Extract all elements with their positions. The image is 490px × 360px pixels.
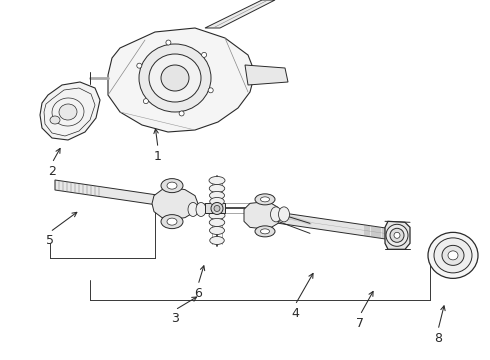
Polygon shape [385, 221, 410, 249]
Ellipse shape [196, 202, 206, 216]
Ellipse shape [386, 224, 408, 246]
Ellipse shape [434, 238, 472, 273]
Ellipse shape [188, 202, 198, 216]
Polygon shape [244, 201, 280, 229]
Ellipse shape [201, 52, 207, 57]
Ellipse shape [261, 229, 270, 234]
Ellipse shape [394, 232, 400, 238]
Ellipse shape [211, 202, 223, 215]
Ellipse shape [167, 218, 177, 225]
Ellipse shape [278, 207, 290, 222]
Ellipse shape [209, 176, 225, 184]
Ellipse shape [59, 104, 77, 120]
Polygon shape [55, 180, 162, 206]
Text: 6: 6 [194, 287, 202, 300]
Ellipse shape [179, 111, 184, 116]
Polygon shape [40, 82, 100, 140]
Ellipse shape [261, 197, 270, 202]
Ellipse shape [161, 179, 183, 193]
Ellipse shape [210, 237, 224, 244]
Ellipse shape [166, 40, 171, 45]
Ellipse shape [210, 226, 224, 234]
Polygon shape [205, 203, 225, 213]
Text: 5: 5 [46, 234, 54, 247]
Text: 3: 3 [171, 312, 179, 325]
Ellipse shape [428, 232, 478, 278]
Polygon shape [255, 209, 395, 240]
Ellipse shape [208, 88, 213, 93]
Ellipse shape [209, 211, 225, 220]
Ellipse shape [144, 99, 148, 104]
Ellipse shape [270, 207, 281, 222]
Ellipse shape [210, 198, 224, 206]
Text: 1: 1 [154, 150, 162, 163]
Ellipse shape [139, 44, 211, 112]
Text: 7: 7 [356, 317, 364, 330]
Text: 2: 2 [48, 165, 56, 178]
Ellipse shape [210, 192, 224, 199]
Ellipse shape [442, 246, 464, 265]
Ellipse shape [214, 206, 220, 211]
Polygon shape [152, 188, 198, 220]
Polygon shape [108, 28, 255, 132]
Ellipse shape [50, 116, 60, 124]
Polygon shape [245, 65, 288, 85]
Ellipse shape [149, 54, 201, 102]
Text: 4: 4 [291, 307, 299, 320]
Ellipse shape [255, 194, 275, 205]
Polygon shape [205, 0, 275, 28]
Ellipse shape [448, 251, 458, 260]
Ellipse shape [390, 228, 404, 242]
Ellipse shape [255, 226, 275, 237]
Text: 8: 8 [434, 332, 442, 345]
Ellipse shape [209, 219, 225, 226]
Ellipse shape [209, 184, 225, 193]
Ellipse shape [161, 65, 189, 91]
Ellipse shape [161, 215, 183, 229]
Ellipse shape [167, 182, 177, 189]
Ellipse shape [137, 63, 142, 68]
